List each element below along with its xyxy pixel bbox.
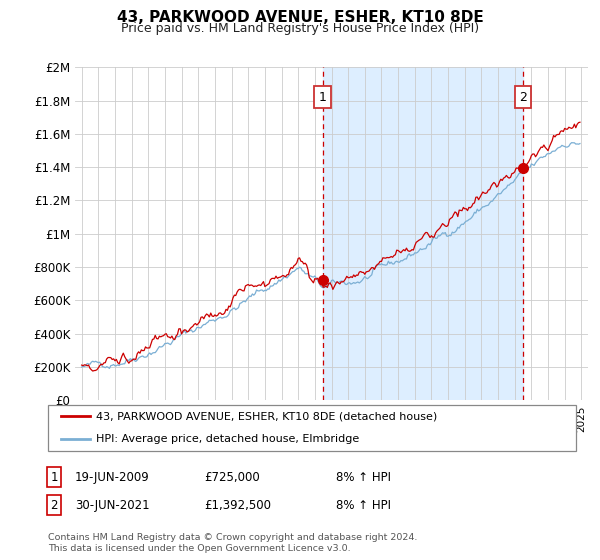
Text: 1: 1 (50, 470, 58, 484)
Bar (323, 67, 523, 400)
Text: 43, PARKWOOD AVENUE, ESHER, KT10 8DE (detached house): 43, PARKWOOD AVENUE, ESHER, KT10 8DE (de… (95, 412, 437, 421)
Text: 8% ↑ HPI: 8% ↑ HPI (336, 470, 391, 484)
Text: £725,000: £725,000 (204, 470, 260, 484)
Text: 43, PARKWOOD AVENUE, ESHER, KT10 8DE: 43, PARKWOOD AVENUE, ESHER, KT10 8DE (116, 10, 484, 25)
Text: 1: 1 (319, 91, 326, 104)
Text: HPI: Average price, detached house, Elmbridge: HPI: Average price, detached house, Elmb… (95, 435, 359, 444)
Text: 30-JUN-2021: 30-JUN-2021 (75, 498, 149, 512)
Text: Price paid vs. HM Land Registry's House Price Index (HPI): Price paid vs. HM Land Registry's House … (121, 22, 479, 35)
Text: £1,392,500: £1,392,500 (204, 498, 271, 512)
Text: Contains HM Land Registry data © Crown copyright and database right 2024.
This d: Contains HM Land Registry data © Crown c… (48, 533, 418, 553)
Text: 2: 2 (519, 91, 527, 104)
Text: 19-JUN-2009: 19-JUN-2009 (75, 470, 150, 484)
Text: 8% ↑ HPI: 8% ↑ HPI (336, 498, 391, 512)
Text: 2: 2 (50, 498, 58, 512)
FancyBboxPatch shape (48, 405, 576, 451)
